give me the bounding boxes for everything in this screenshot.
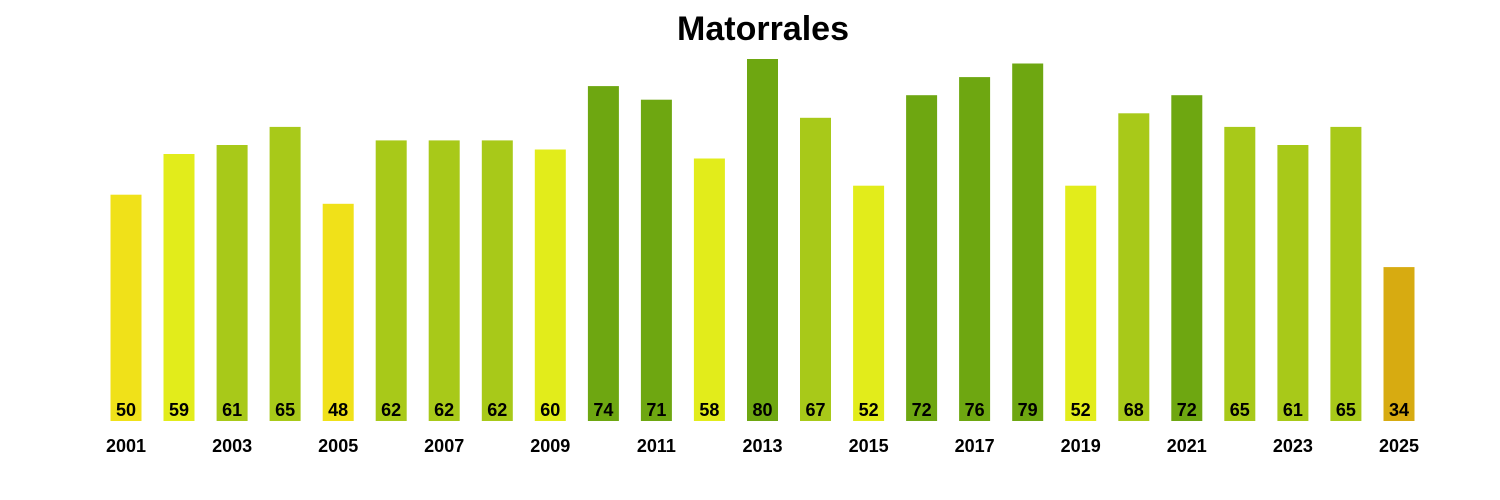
value-label-2021: 72 [1177,400,1197,420]
value-label-2007: 62 [434,400,454,420]
value-label-2019: 52 [1071,400,1091,420]
chart-title: Matorrales [677,10,849,48]
bar-2003 [216,145,248,421]
bar-2019 [1065,185,1097,421]
value-label-2003: 61 [222,400,242,420]
value-label-2018: 79 [1018,400,1038,420]
value-label-2009: 60 [540,400,560,420]
value-label-2001: 50 [116,400,136,420]
value-label-2006: 62 [381,400,401,420]
value-label-2013: 80 [752,400,772,420]
value-label-2008: 62 [487,400,507,420]
value-label-2015: 52 [859,400,879,420]
x-tick-label-2019: 2019 [1061,436,1101,456]
bar-2004 [269,126,301,422]
value-label-2017: 76 [965,400,985,420]
bar-2016 [906,95,938,421]
value-label-2020: 68 [1124,400,1144,420]
value-label-2011: 71 [646,400,666,420]
bar-2018 [1012,63,1044,421]
bar-2006 [375,140,407,421]
bar-2015 [853,185,885,421]
x-tick-label-2009: 2009 [530,436,570,456]
x-tick-label-2025: 2025 [1379,436,1419,456]
bar-2007 [428,140,460,421]
value-label-2004: 65 [275,400,295,420]
bar-2013 [747,59,778,421]
x-tick-label-2011: 2011 [637,436,676,456]
value-label-2010: 74 [593,400,613,420]
x-tick-label-2013: 2013 [742,436,782,456]
x-tick-label-2007: 2007 [424,436,464,456]
value-label-2014: 67 [805,400,825,420]
value-label-2005: 48 [328,400,348,420]
bar-2014 [800,117,831,422]
bar-2011 [640,99,672,421]
bar-2023 [1277,145,1309,421]
bar-2010 [587,86,619,421]
x-tick-label-2003: 2003 [212,436,252,456]
bar-2005 [322,203,354,421]
x-tick-label-2005: 2005 [318,436,358,456]
bar-2022 [1224,126,1256,422]
bar-2002 [163,154,195,421]
x-axis-tick-labels: 2001 2003 2005 2007 2009 2011 2013 2015 2017 2019… [106,436,1419,456]
bars-group [110,59,1415,422]
bar-2020 [1118,113,1150,422]
bar-2009 [534,149,566,421]
bar-2008 [481,140,513,421]
x-tick-label-2021: 2021 [1167,436,1207,456]
bar-2012 [693,158,725,421]
bar-2025 [1383,267,1415,421]
value-label-2022: 65 [1230,400,1250,420]
value-label-2024: 65 [1336,400,1356,420]
value-label-2023: 61 [1283,400,1303,420]
x-tick-label-2015: 2015 [849,436,889,456]
x-tick-label-2023: 2023 [1273,436,1313,456]
bar-2001 [110,194,142,421]
value-label-2025: 34 [1389,400,1409,420]
value-label-2002: 59 [169,400,189,420]
value-label-2016: 72 [912,400,932,420]
value-labels-group: 50 59 61 65 48 62 62 62 60 74 71 58 80 67 52 72 76 79 52 68… [116,400,1409,420]
bar-2017 [959,77,991,421]
bar-2021 [1171,95,1203,421]
x-tick-label-2017: 2017 [955,436,995,456]
value-label-2012: 58 [699,400,719,420]
bar-2024 [1330,126,1362,422]
x-tick-label-2001: 2001 [106,436,146,456]
